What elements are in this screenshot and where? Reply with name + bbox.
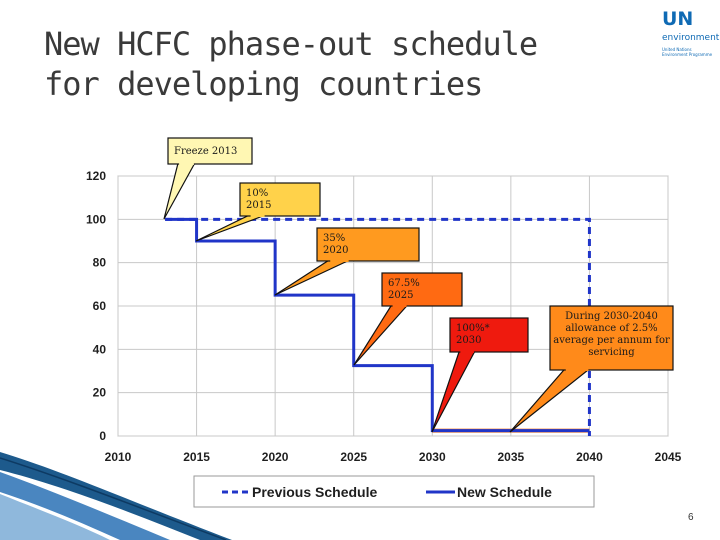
callout-label: 100%* — [456, 323, 490, 334]
callout-label: 35% — [323, 233, 345, 244]
callout-4: 67.5%2025 — [353, 272, 463, 366]
series-line-new-schedule — [165, 217, 590, 433]
y-tick-label: 100 — [86, 212, 106, 226]
x-tick-label: 2025 — [340, 450, 367, 464]
callout-label: 2025 — [388, 290, 413, 301]
callout-box — [167, 137, 253, 165]
logo-small-text: United Nations Environment Programme — [662, 47, 712, 57]
logo-text: UN — [662, 8, 694, 30]
x-tick-label: 2045 — [655, 450, 682, 464]
x-tick-label: 2040 — [576, 450, 603, 464]
legend-box — [193, 475, 595, 508]
swoosh-edge — [0, 457, 227, 540]
callout-label: 2015 — [246, 200, 271, 211]
callout-label: servicing — [588, 347, 635, 358]
callout-label: 67.5% — [388, 278, 420, 289]
callout-label: During 2030-2040 — [565, 311, 658, 322]
swoosh-band-mid — [0, 472, 170, 540]
y-tick-label: 20 — [93, 386, 107, 400]
callout-label: allowance of 2.5% — [565, 323, 657, 334]
y-tick-label: 80 — [93, 256, 107, 270]
legend-label-previous: Previous Schedule — [252, 484, 377, 500]
callout-1: Freeze 2013 — [163, 137, 253, 220]
title-line-1: New HCFC phase-out schedule — [44, 25, 538, 63]
callout-box — [381, 272, 463, 307]
logo-small-line-2: Environment Programme — [662, 52, 713, 57]
x-tick-label: 2035 — [498, 450, 525, 464]
x-tick-label: 2030 — [419, 450, 446, 464]
logo-small-line-1: United Nations — [662, 47, 692, 52]
x-tick-label: 2020 — [262, 450, 289, 464]
y-tick-label: 0 — [99, 429, 106, 443]
callout-2: 10%2015 — [195, 182, 321, 242]
callout-box — [549, 305, 674, 371]
x-tick-label: 2015 — [183, 450, 210, 464]
callout-box — [316, 227, 420, 262]
page-number: 6 — [688, 512, 694, 523]
y-tick-label: 40 — [93, 342, 107, 356]
callout-3: 35%2020 — [274, 227, 420, 296]
x-tick-label: 2010 — [105, 450, 132, 464]
callout-label: 2030 — [456, 335, 481, 346]
callout-label: 2020 — [323, 245, 348, 256]
page-title: New HCFC phase-out schedule for developi… — [44, 24, 624, 104]
callout-5: 100%*2030 — [431, 317, 529, 433]
legend-label-new: New Schedule — [457, 484, 552, 500]
swoosh-band-dark — [0, 452, 232, 540]
swoosh-band-light — [0, 494, 110, 540]
un-environment-logo: UN environment United Nations Environmen… — [660, 8, 720, 63]
y-tick-label: 60 — [93, 299, 107, 313]
callout-label: 10% — [246, 188, 268, 199]
decorative-swoosh — [0, 452, 232, 540]
logo-subtext: environment — [662, 33, 720, 43]
title-line-2: for developing countries — [44, 65, 483, 103]
callout-box — [239, 182, 321, 217]
legend: Previous Schedule New Schedule — [193, 475, 595, 508]
callout-label: Freeze 2013 — [174, 146, 237, 157]
callout-label: average per annum for — [553, 335, 670, 346]
y-tick-label: 120 — [86, 169, 106, 183]
callout-box — [449, 317, 529, 353]
